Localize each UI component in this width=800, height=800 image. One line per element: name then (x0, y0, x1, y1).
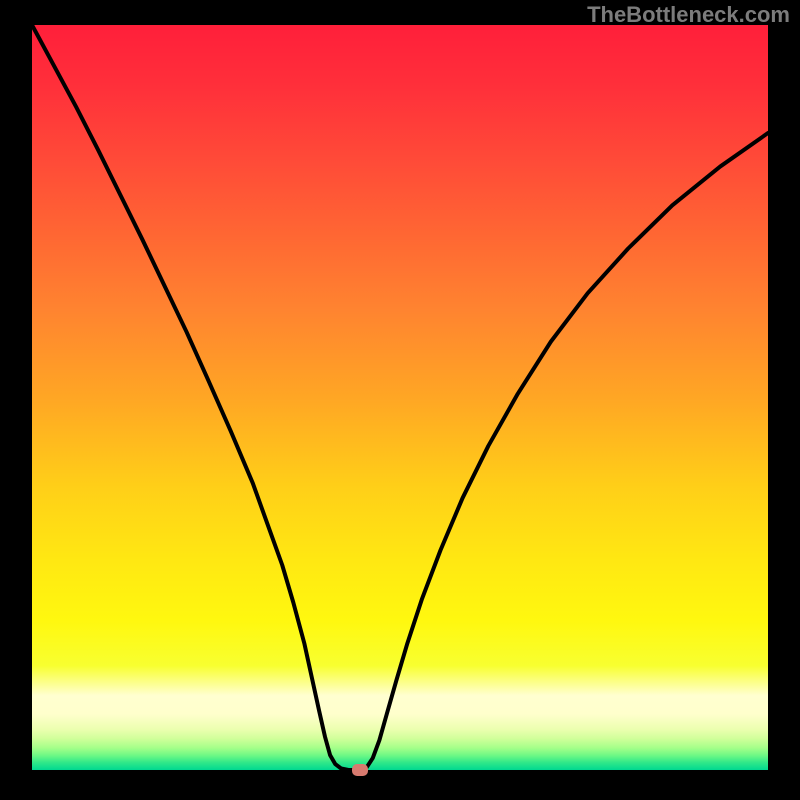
plot-area (32, 25, 768, 770)
optimum-marker (352, 764, 368, 776)
watermark-text: TheBottleneck.com (587, 2, 790, 28)
chart-frame: TheBottleneck.com (0, 0, 800, 800)
